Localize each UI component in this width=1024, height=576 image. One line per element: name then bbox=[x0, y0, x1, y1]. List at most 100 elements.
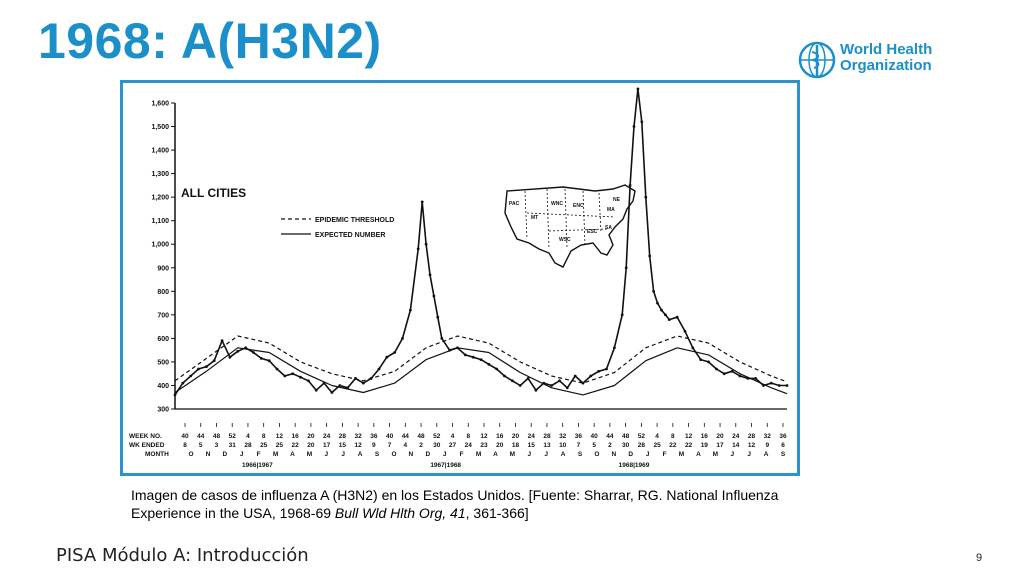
month-label: A bbox=[696, 451, 701, 458]
month-label: A bbox=[764, 451, 769, 458]
observed-point bbox=[613, 346, 616, 350]
y-tick-label: 600 bbox=[157, 336, 169, 343]
influenza-mortality-chart: 1,600 1,500 1,400 1,300 1,200 1,100 1,000 900 80… bbox=[129, 87, 789, 469]
month-label: M bbox=[510, 451, 515, 458]
month-label: O bbox=[188, 451, 193, 458]
observed-point bbox=[518, 384, 522, 387]
wk-ended-row-label: WK ENDED bbox=[129, 442, 165, 449]
observed-point bbox=[220, 339, 224, 343]
observed-point bbox=[244, 346, 247, 350]
observed-point bbox=[377, 367, 381, 371]
week-number-label: 36 bbox=[575, 433, 583, 440]
who-logo: World Health Organization bbox=[798, 40, 958, 80]
y-tick-label: 700 bbox=[157, 312, 169, 319]
us-map-outline bbox=[504, 184, 636, 268]
observed-point bbox=[691, 346, 695, 350]
week-number-label: 52 bbox=[638, 433, 646, 440]
observed-point bbox=[707, 360, 710, 364]
observed-point bbox=[456, 346, 459, 350]
observed-point bbox=[660, 308, 663, 312]
month-label: J bbox=[646, 451, 650, 458]
month-label: A bbox=[290, 451, 295, 458]
observed-point bbox=[228, 355, 232, 359]
x-axis: WEEK NO.WK ENDEDMONTH4084454835231428825… bbox=[129, 408, 787, 469]
month-label: D bbox=[628, 451, 633, 458]
week-ended-label: 2 bbox=[419, 442, 423, 449]
week-number-label: 12 bbox=[276, 433, 284, 440]
week-number-label: 24 bbox=[732, 433, 740, 440]
month-label: F bbox=[460, 451, 464, 458]
y-tick-label: 800 bbox=[157, 289, 169, 296]
week-number-label: 36 bbox=[370, 433, 378, 440]
who-logo-line2: Organization bbox=[840, 57, 932, 74]
week-number-label: 48 bbox=[622, 433, 630, 440]
month-label: J bbox=[240, 451, 244, 458]
observed-point bbox=[401, 337, 404, 340]
observed-point bbox=[479, 358, 483, 361]
week-number-label: 44 bbox=[197, 433, 205, 440]
observed-point bbox=[369, 377, 373, 380]
observed-point bbox=[361, 381, 365, 385]
month-label: F bbox=[663, 451, 667, 458]
week-number-label: 20 bbox=[307, 433, 315, 440]
week-ended-label: 4 bbox=[404, 442, 408, 449]
month-label: J bbox=[544, 451, 548, 458]
observed-point bbox=[409, 308, 412, 312]
week-number-label: 48 bbox=[213, 433, 221, 440]
observed-point bbox=[416, 247, 420, 251]
y-tick-label: 500 bbox=[157, 359, 169, 366]
week-number-label: 36 bbox=[779, 433, 787, 440]
observed-point bbox=[189, 374, 193, 378]
map-region-label: WSC bbox=[559, 237, 571, 243]
legend-label-expected-number: EXPECTED NUMBER bbox=[315, 232, 385, 239]
week-ended-label: 25 bbox=[276, 442, 284, 449]
observed-point bbox=[487, 362, 491, 366]
week-number-label: 44 bbox=[606, 433, 614, 440]
series-line-observed bbox=[174, 88, 787, 396]
y-tick-label: 1,500 bbox=[151, 124, 169, 131]
week-ended-label: 17 bbox=[716, 442, 724, 449]
observed-point bbox=[581, 381, 585, 385]
week-ended-label: 2 bbox=[608, 442, 612, 449]
month-label: D bbox=[425, 451, 430, 458]
observed-point bbox=[275, 367, 279, 371]
month-label: A bbox=[358, 451, 363, 458]
observed-point bbox=[648, 254, 652, 258]
week-ended-label: 9 bbox=[372, 442, 376, 449]
week-ended-label: 19 bbox=[701, 442, 709, 449]
who-emblem-icon bbox=[798, 41, 836, 79]
observed-point bbox=[785, 384, 789, 387]
legend-label-epidemic-threshold: EPIDEMIC THRESHOLD bbox=[315, 217, 394, 224]
series-line-expected-number bbox=[174, 347, 788, 396]
month-label: J bbox=[325, 451, 329, 458]
week-number-label: 48 bbox=[417, 433, 425, 440]
week-ended-label: 22 bbox=[669, 442, 677, 449]
chart-legend: EPIDEMIC THRESHOLD EXPECTED NUMBER bbox=[281, 217, 394, 239]
observed-point bbox=[542, 381, 546, 385]
observed-point bbox=[565, 386, 569, 390]
week-ended-label: 30 bbox=[622, 442, 630, 449]
observed-point bbox=[299, 375, 302, 379]
observed-point bbox=[197, 367, 200, 371]
y-tick-label: 1,600 bbox=[151, 101, 169, 108]
observed-point bbox=[338, 384, 342, 387]
caption-text-part1: Imagen de casos de influenza A (H3N2) en… bbox=[131, 487, 779, 521]
map-region-label: NE bbox=[613, 197, 621, 203]
observed-point bbox=[267, 359, 271, 363]
week-number-label: 28 bbox=[339, 433, 347, 440]
observed-point bbox=[420, 200, 424, 204]
observed-point bbox=[558, 379, 561, 383]
observed-point bbox=[644, 195, 648, 199]
observed-point bbox=[314, 388, 318, 392]
month-label: M bbox=[476, 451, 481, 458]
observed-point bbox=[656, 301, 659, 305]
observed-point bbox=[471, 355, 475, 359]
week-ended-label: 17 bbox=[323, 442, 331, 449]
series-line-epidemic-threshold bbox=[174, 335, 788, 384]
week-ended-label: 9 bbox=[765, 442, 769, 449]
month-label: J bbox=[747, 451, 751, 458]
caption-journal: Bull Wld Hlth Org, bbox=[334, 505, 447, 521]
week-number-label: 44 bbox=[402, 433, 410, 440]
week-number-label: 28 bbox=[543, 433, 551, 440]
observed-point bbox=[652, 289, 655, 293]
